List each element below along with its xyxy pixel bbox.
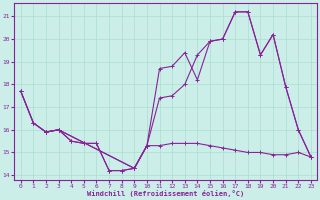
- X-axis label: Windchill (Refroidissement éolien,°C): Windchill (Refroidissement éolien,°C): [87, 190, 244, 197]
